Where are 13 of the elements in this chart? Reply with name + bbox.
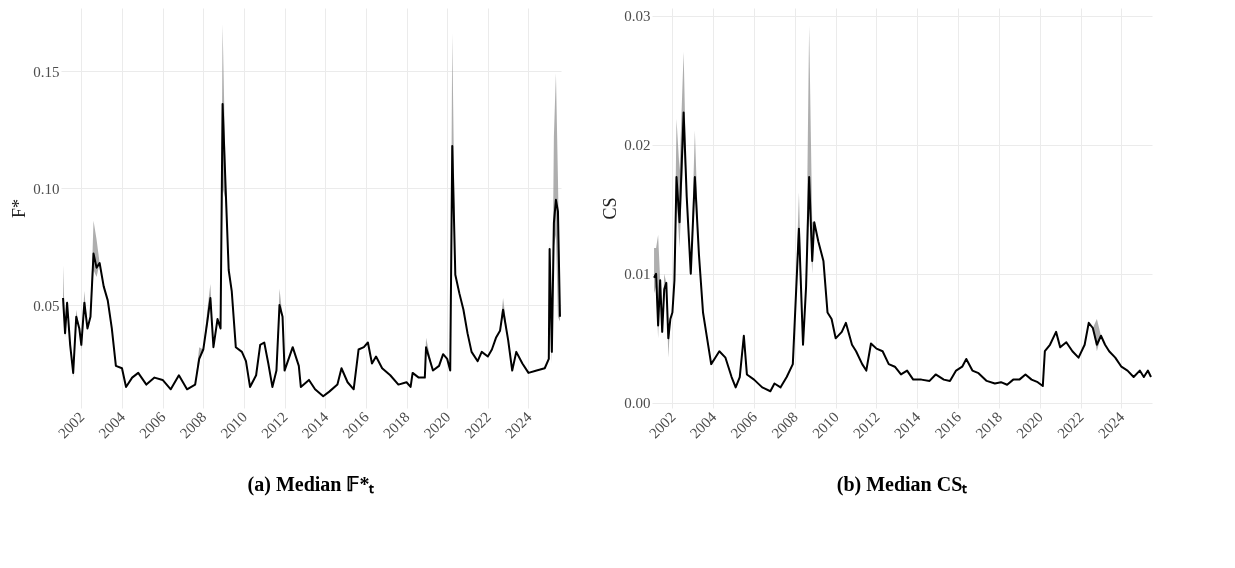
y-tick-label: 0.10 [33,180,60,197]
line-series [653,111,1152,393]
y-tick-label: 0.02 [624,137,651,154]
line-series [62,102,561,398]
y-tick-label: 0.01 [624,266,651,283]
y-tick-label: 0.15 [33,63,60,80]
y-axis-title: CS [600,197,621,220]
y-tick-label: 0.00 [624,395,651,412]
text: (a) Median 𝔽*ₜ [247,472,375,496]
y-axis-title: F* [9,198,30,219]
y-tick-label: 0.05 [33,297,60,314]
y-tick-label: 0.03 [624,8,651,25]
text: (b) Median CSₜ [836,472,968,496]
